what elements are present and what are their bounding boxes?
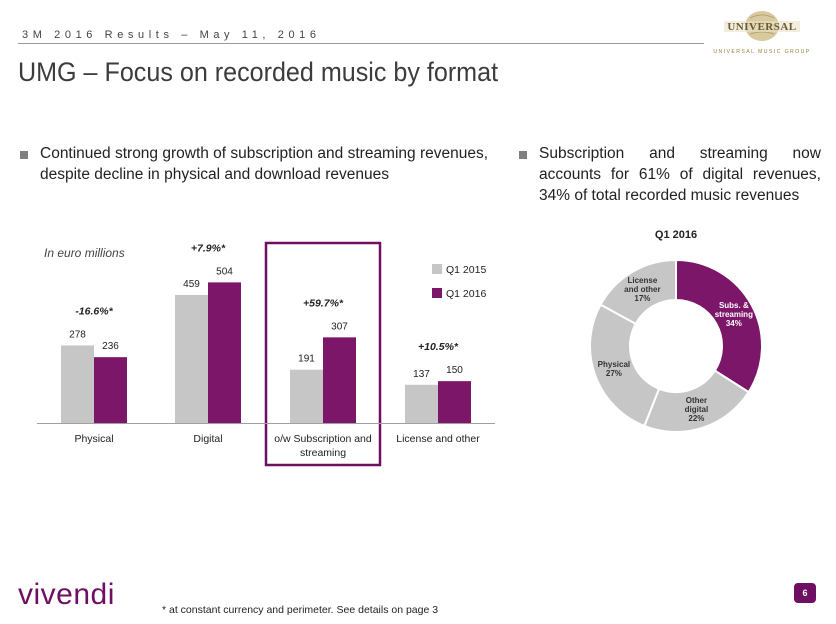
- bar-q1-2016: [208, 282, 241, 423]
- header-date-line: 3M 2016 Results – May 11, 2016: [22, 29, 321, 41]
- logo-wordmark: UNIVERSAL: [727, 21, 796, 33]
- data-label-q1-2016: 307: [331, 321, 348, 332]
- legend-label: Q1 2015: [446, 264, 486, 276]
- bar-q1-2016: [323, 337, 356, 423]
- universal-music-group-logo: UNIVERSAL UNIVERSAL MUSIC GROUP: [713, 11, 810, 55]
- legend-swatch: [432, 264, 442, 274]
- bar-q1-2015: [290, 369, 323, 423]
- footnote: * at constant currency and perimeter. Se…: [162, 604, 439, 616]
- donut-slice-label-line: streaming: [715, 310, 753, 319]
- bar-q1-2015: [61, 345, 94, 423]
- bullet-square-icon: [519, 151, 527, 159]
- page-title: UMG – Focus on recorded music by format: [18, 57, 499, 87]
- logo-subtitle: UNIVERSAL MUSIC GROUP: [713, 49, 810, 55]
- header-divider: [18, 43, 704, 44]
- data-label-q1-2015: 459: [183, 279, 200, 290]
- bullet-square-icon: [20, 151, 28, 159]
- bar-chart: 278 236 -16.6%* Physical 459 504 +7.9%* Digital…: [37, 241, 495, 467]
- donut-slice-label: License and other 17%: [624, 276, 660, 303]
- category-label: o/w Subscription and streaming: [274, 433, 372, 459]
- data-label-q1-2016: 504: [216, 266, 233, 277]
- donut-slice-label-line: 17%: [634, 294, 650, 303]
- bar-q1-2015: [405, 384, 438, 423]
- donut-slice-label-line: 27%: [606, 369, 622, 378]
- donut-slice-label-line: Physical: [598, 360, 630, 369]
- data-label-q1-2015: 278: [69, 329, 86, 340]
- vivendi-logo: vivendi: [18, 578, 115, 611]
- growth-label: +10.5%*: [418, 341, 459, 353]
- donut-slice-label-line: Subs. &: [719, 301, 749, 310]
- bullet-right-text: Subscription and streaming now accounts …: [539, 145, 821, 204]
- legend-label: Q1 2016: [446, 288, 486, 300]
- donut-slice-label-line: and other: [624, 285, 660, 294]
- donut-slice-label: Subs. & streaming 34%: [715, 301, 753, 328]
- legend-swatch: [432, 288, 442, 298]
- growth-label: +59.7%*: [303, 297, 344, 309]
- bar-q1-2016: [438, 381, 471, 423]
- growth-label: +7.9%*: [191, 242, 226, 254]
- donut-slice: [675, 258, 763, 394]
- donut-slice: [589, 303, 661, 428]
- category-label-line: streaming: [300, 447, 346, 459]
- growth-label: -16.6%*: [75, 305, 113, 317]
- category-label: Physical: [74, 433, 113, 445]
- category-label: Digital: [193, 433, 222, 445]
- page-number-badge: 6: [794, 583, 816, 603]
- donut-chart: Q1 2016 Subs. & streaming 34% Other digital 22…: [589, 229, 763, 433]
- donut-slice-label-line: License: [628, 276, 658, 285]
- donut-slice-label-line: digital: [685, 405, 709, 414]
- data-label-q1-2015: 191: [298, 354, 315, 365]
- donut-slice-label-line: Other: [686, 396, 707, 405]
- bar-q1-2016: [94, 357, 127, 423]
- unit-note: In euro millions: [44, 246, 125, 260]
- donut-title: Q1 2016: [655, 229, 697, 241]
- category-label-line: Physical: [74, 433, 113, 445]
- category-label-line: License and other: [396, 433, 480, 445]
- bar-q1-2015: [175, 294, 208, 423]
- donut-slice: [599, 258, 677, 326]
- donut-slice-label: Other digital 22%: [685, 396, 709, 423]
- category-label-line: Digital: [193, 433, 222, 445]
- donut-slice-label-line: 34%: [726, 319, 742, 328]
- bullet-left-text: Continued strong growth of subscription …: [40, 145, 489, 183]
- donut-slice-label: Physical 27%: [598, 360, 630, 378]
- category-label-line: o/w Subscription and: [274, 433, 372, 445]
- donut-slice-label-line: 22%: [688, 414, 704, 423]
- category-label: License and other: [396, 433, 480, 445]
- data-label-q1-2015: 137: [413, 369, 430, 380]
- highlight-frame: [264, 241, 382, 467]
- data-label-q1-2016: 236: [102, 341, 119, 352]
- data-label-q1-2016: 150: [446, 365, 463, 376]
